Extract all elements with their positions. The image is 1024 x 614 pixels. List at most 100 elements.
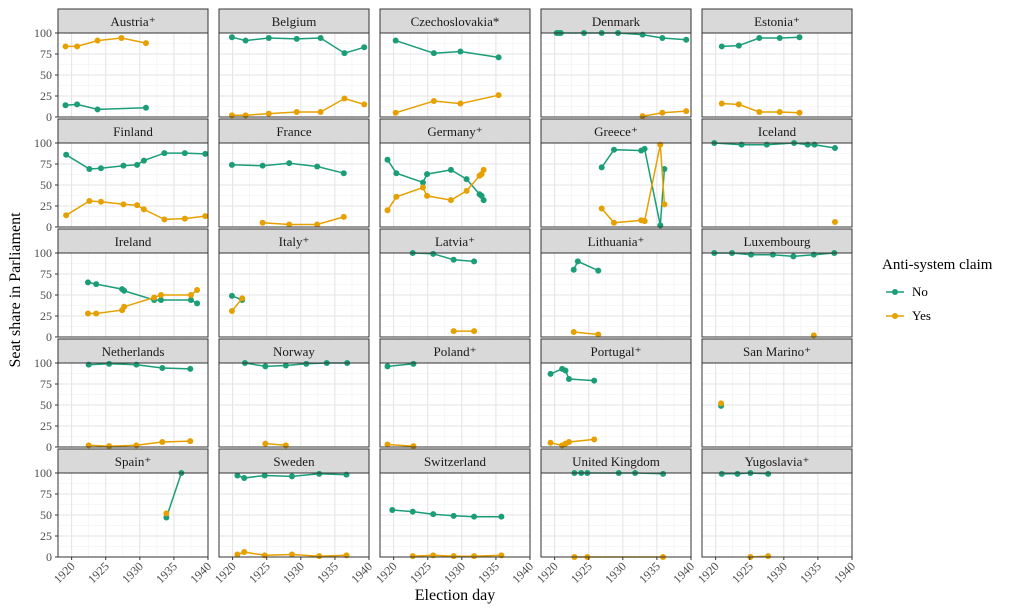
facet-panel: Ireland 0 25 50 75 100 [34,228,209,344]
x-tick-label: 1925 [568,559,595,586]
facet-title: Luxembourg [744,234,811,249]
legend-key-point [892,313,898,319]
facet-panel: United Kingdom 1920 1925 1930 1935 1940 [534,448,697,586]
x-tick-label: 1935 [636,559,663,586]
x-tick-label: 1940 [831,559,858,586]
y-tick-label: 100 [34,466,52,480]
y-tick-label: 50 [40,178,52,192]
data-point-yes [234,551,241,558]
data-point-yes [410,443,417,450]
data-point-no [163,514,170,521]
data-point-yes [661,201,668,208]
data-point-no [121,287,128,294]
data-point-no [498,513,505,520]
facet-panel: Netherlands 0 25 50 75 100 [34,338,209,454]
data-point-no [796,34,803,41]
data-point-yes [340,213,347,220]
data-point-no [234,472,241,479]
data-point-yes [286,221,293,228]
data-point-no [159,365,166,372]
data-point-yes [63,212,70,219]
facet-title: Italy⁺ [279,234,310,249]
data-point-no [85,279,91,286]
series-line-no [395,39,499,59]
x-tick-label: 1930 [763,559,790,586]
data-point-no [202,150,209,157]
facet-panel: Spain⁺ 0 25 50 75 100 1920 1925 1930 1935 1940 [34,448,214,586]
y-tick-label: 0 [46,550,52,564]
facet-title: Belgium [272,14,317,29]
data-point-yes [140,206,147,213]
data-point-no [409,508,416,515]
data-point-no [641,145,648,152]
data-point-no [393,170,400,177]
data-point-no [447,166,454,173]
facet-panel: Finland 0 25 50 75 100 [34,118,209,234]
data-point-yes [430,98,437,105]
x-tick-label: 1925 [246,559,273,586]
panel-border [379,142,531,228]
x-tick-label: 1920 [212,559,239,586]
data-point-yes [341,95,348,102]
data-point-yes [384,207,391,214]
facet-panel: Norway [218,338,370,449]
facet-title: Sweden [273,454,315,469]
facet-strip [379,448,531,474]
data-point-yes [161,216,168,223]
data-point-no [157,297,164,304]
x-tick-label: 1920 [695,559,722,586]
series-line-no [87,281,198,305]
data-point-yes [62,43,69,50]
facet-title: Yugoslavia⁺ [745,454,810,469]
facet-panel: Germany⁺ [379,118,531,228]
x-tick-label: 1935 [797,559,824,586]
data-point-yes [831,218,838,225]
facet-panel: Sweden 1920 1925 1930 1935 1940 [212,448,375,586]
facet-strip [701,448,853,474]
x-tick-label: 1940 [670,559,697,586]
data-point-no [450,256,457,263]
y-tick-label: 100 [34,246,52,260]
data-point-yes [471,553,478,560]
data-point-no [187,297,194,304]
facet-panel: Portugal⁺ [540,338,692,449]
panel-border [540,252,692,338]
y-tick-label: 75 [40,157,52,171]
data-point-no [424,171,431,178]
data-point-no [430,511,437,518]
data-point-yes [106,443,113,450]
data-point-yes [457,100,464,107]
y-tick-label: 75 [40,47,52,61]
series-line-yes [395,94,499,114]
data-point-no [181,150,188,157]
facet-title: San Marino⁺ [743,344,811,359]
data-point-no [242,37,249,44]
x-tick-label: 1925 [407,559,434,586]
data-point-no [86,166,93,173]
facet-panel: Switzerland 1920 1925 1930 1935 1940 [373,448,536,586]
facet-strip [540,338,692,364]
y-tick-label: 25 [40,199,52,213]
data-point-no [430,50,437,57]
legend-items: No Yes [886,284,931,323]
facet-title: United Kingdom [572,454,660,469]
panel-border [218,362,370,448]
x-tick-label: 1930 [119,559,146,586]
data-point-yes [639,113,646,120]
facet-strip [379,228,531,254]
data-point-no [480,197,487,204]
data-point-yes [151,294,158,301]
data-point-no [187,365,194,372]
data-point-yes [392,109,399,116]
series-line-no [65,103,147,111]
data-point-no [610,146,617,153]
y-tick-label: 100 [34,136,52,150]
x-tick-label: 1930 [602,559,629,586]
panel-border [218,32,370,118]
facet-title: Germany⁺ [427,124,482,139]
y-tick-label: 25 [40,309,52,323]
data-point-no [463,176,470,183]
facet-title: Austria⁺ [110,14,155,29]
x-tick-label: 1935 [153,559,180,586]
data-point-yes [641,218,648,225]
